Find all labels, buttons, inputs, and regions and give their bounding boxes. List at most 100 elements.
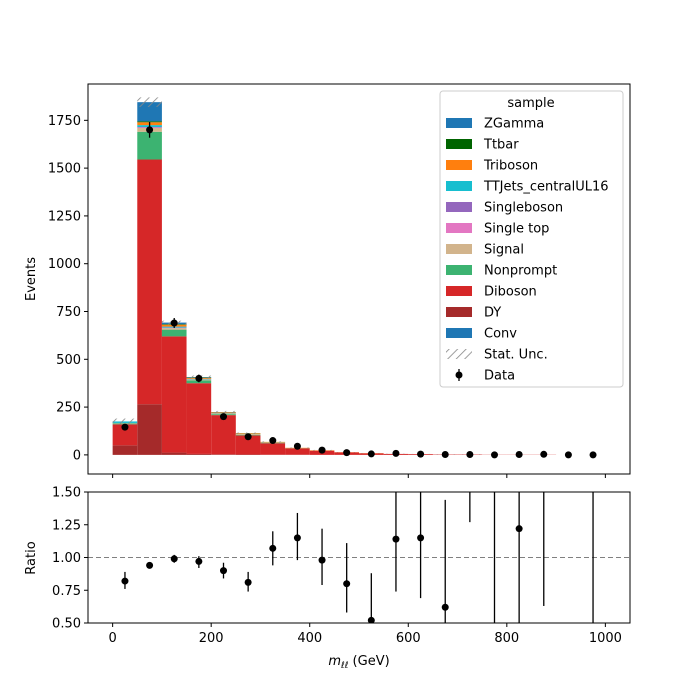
- lower-plot-area: 0.50 0.75 1.00 1.25 1.50 0 200 400 600 800 1000 R…: [24, 479, 630, 671]
- stat-unc-1: [137, 97, 162, 107]
- upper-y-axis-label: Events: [24, 257, 39, 301]
- legend-title: sample: [507, 96, 554, 111]
- ratio-point-11: [392, 536, 399, 543]
- data-point-1: [146, 126, 153, 133]
- bar-dy-2: [162, 453, 187, 455]
- upper-ytick-label: 1750: [48, 114, 81, 129]
- upper-ytick-label: 1500: [48, 162, 81, 177]
- bar-diboson-2: [162, 336, 187, 452]
- data-point-6: [269, 437, 276, 444]
- lower-ytick-label: 1.25: [52, 518, 81, 533]
- legend-swatch-signal: [446, 244, 472, 254]
- legend-label-single-top: Single top: [484, 222, 549, 237]
- bar-diboson-6: [260, 443, 285, 454]
- upper-ytick-label: 250: [56, 401, 81, 416]
- lower-y-axis-label: Ratio: [24, 541, 39, 574]
- ratio-point-1: [146, 562, 153, 569]
- upper-ytick-label: 0: [73, 448, 81, 463]
- ratio-point-7: [294, 534, 301, 541]
- legend-swatch-singleboson: [446, 202, 472, 212]
- bar-dy-1: [137, 404, 162, 455]
- lower-ytick-label: 0.75: [52, 584, 81, 599]
- ratio-points: [121, 479, 593, 649]
- bar-diboson-3: [187, 383, 212, 454]
- data-point-8: [319, 447, 326, 454]
- ratio-point-13: [442, 604, 449, 611]
- legend-swatch-diboson: [446, 286, 472, 296]
- data-point-0: [121, 424, 128, 431]
- ratio-point-8: [319, 557, 326, 564]
- legend-swatch-dy: [446, 307, 472, 317]
- legend-swatch-stat-unc-: [446, 349, 472, 359]
- legend-label-stat-unc-: Stat. Unc.: [484, 348, 548, 363]
- bar-diboson-4: [211, 415, 236, 454]
- upper-plot-area: 0 250 500 750 1000 1250 1500 1750 Events sample…: [24, 84, 630, 478]
- data-point-13: [442, 451, 449, 458]
- data-point-10: [368, 450, 375, 457]
- data-point-9: [343, 449, 350, 456]
- xtick-label: 200: [199, 631, 224, 646]
- lower-ytick-label: 1.00: [52, 551, 81, 566]
- x-axis-label: mℓℓ (GeV): [328, 654, 389, 671]
- data-point-4: [220, 413, 227, 420]
- legend-frame: [440, 91, 623, 387]
- xtick-label: 0: [108, 631, 116, 646]
- data-point-2: [171, 319, 178, 326]
- legend-label-zgamma: ZGamma: [484, 117, 544, 132]
- legend-label-dy: DY: [484, 306, 501, 321]
- data-point-11: [392, 450, 399, 457]
- legend-swatch-triboson: [446, 160, 472, 170]
- bar-diboson-1: [137, 160, 162, 405]
- upper-ytick-label: 750: [56, 305, 81, 320]
- upper-ytick-label: 1000: [48, 257, 81, 272]
- ratio-point-3: [195, 558, 202, 565]
- stat-unc-4: [211, 411, 236, 413]
- ratio-point-0: [121, 578, 128, 585]
- data-point-16: [516, 451, 523, 458]
- legend-swatch-single-top: [446, 223, 472, 233]
- legend-swatch-conv: [446, 328, 472, 338]
- xtick-label: 400: [297, 631, 322, 646]
- ratio-point-5: [245, 579, 252, 586]
- data-point-18: [565, 451, 572, 458]
- data-point-19: [590, 451, 597, 458]
- upper-y-ticks: 0 250 500 750 1000 1250 1500 1750: [48, 114, 88, 464]
- data-point-5: [245, 433, 252, 440]
- ratio-point-12: [417, 534, 424, 541]
- data-point-15: [491, 451, 498, 458]
- legend-label-ttbar: Ttbar: [483, 138, 519, 153]
- data-point-14: [466, 451, 473, 458]
- ratio-point-16: [516, 525, 523, 532]
- ratio-point-4: [220, 567, 227, 574]
- legend-swatch-zgamma: [446, 118, 472, 128]
- legend-swatch-ttbar: [446, 139, 472, 149]
- data-point-3: [195, 375, 202, 382]
- legend-label-singleboson: Singleboson: [484, 201, 563, 216]
- legend-label-nonprompt: Nonprompt: [484, 264, 557, 279]
- legend-marker-data: [456, 372, 463, 379]
- xtick-label: 800: [494, 631, 519, 646]
- legend: sample ZGamma Ttbar Triboson TTJets_central…: [440, 91, 623, 387]
- legend-swatch-nonprompt: [446, 265, 472, 275]
- data-point-12: [417, 451, 424, 458]
- xtick-label: 1000: [589, 631, 622, 646]
- ratio-point-6: [269, 545, 276, 552]
- bar-dy-0: [113, 445, 138, 455]
- bar-dy-3: [187, 454, 212, 455]
- legend-label-triboson: Triboson: [483, 159, 538, 174]
- legend-label-data: Data: [484, 369, 515, 384]
- legend-label-ttjets-centralul16: TTJets_centralUL16: [483, 180, 609, 195]
- lower-ytick-label: 0.50: [52, 617, 81, 632]
- upper-ytick-label: 1250: [48, 209, 81, 224]
- legend-label-diboson: Diboson: [484, 285, 537, 300]
- lower-y-ticks: 0.50 0.75 1.00 1.25 1.50: [52, 486, 88, 632]
- bar-signal-2: [162, 328, 187, 330]
- legend-swatch-ttjets-centralul16: [446, 181, 472, 191]
- data-point-7: [294, 443, 301, 450]
- bar-dy-4: [211, 454, 236, 455]
- lower-x-ticks: 0 200 400 600 800 1000: [108, 623, 621, 646]
- upper-ytick-label: 500: [56, 353, 81, 368]
- upper-x-ticks: [113, 474, 606, 478]
- bar-nonprompt-2: [162, 330, 187, 337]
